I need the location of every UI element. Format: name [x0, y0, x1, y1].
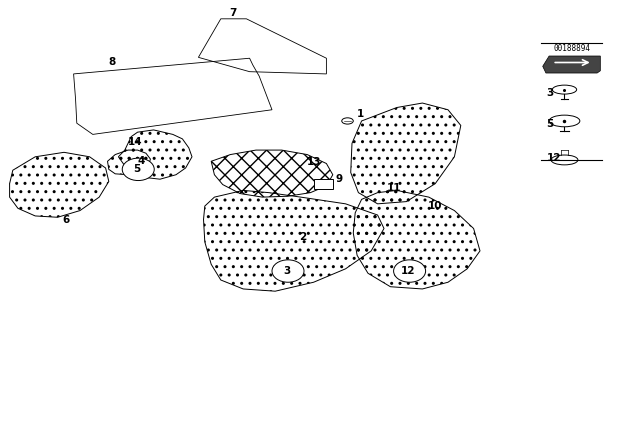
Text: 2: 2 [300, 232, 307, 241]
Text: 1: 1 [357, 109, 364, 119]
Ellipse shape [342, 118, 353, 124]
Text: 5: 5 [547, 119, 554, 129]
Text: 9: 9 [336, 174, 343, 184]
Text: 7: 7 [229, 9, 237, 18]
Circle shape [272, 260, 304, 282]
Bar [314, 179, 333, 189]
Text: 3: 3 [283, 266, 291, 276]
Text: 5: 5 [133, 164, 141, 174]
Text: 4: 4 [138, 156, 145, 166]
Text: 12: 12 [401, 266, 415, 276]
Text: 8: 8 [109, 57, 116, 67]
Text: 00188894: 00188894 [553, 44, 590, 53]
Circle shape [394, 260, 426, 282]
Text: 13: 13 [307, 157, 322, 167]
Text: 3: 3 [547, 88, 554, 98]
Text: 10: 10 [428, 201, 442, 211]
Text: 12: 12 [547, 153, 561, 163]
Circle shape [122, 158, 154, 181]
Polygon shape [543, 56, 600, 73]
Text: 11: 11 [387, 183, 402, 193]
Text: 14: 14 [128, 137, 143, 147]
Text: 6: 6 [63, 215, 70, 224]
